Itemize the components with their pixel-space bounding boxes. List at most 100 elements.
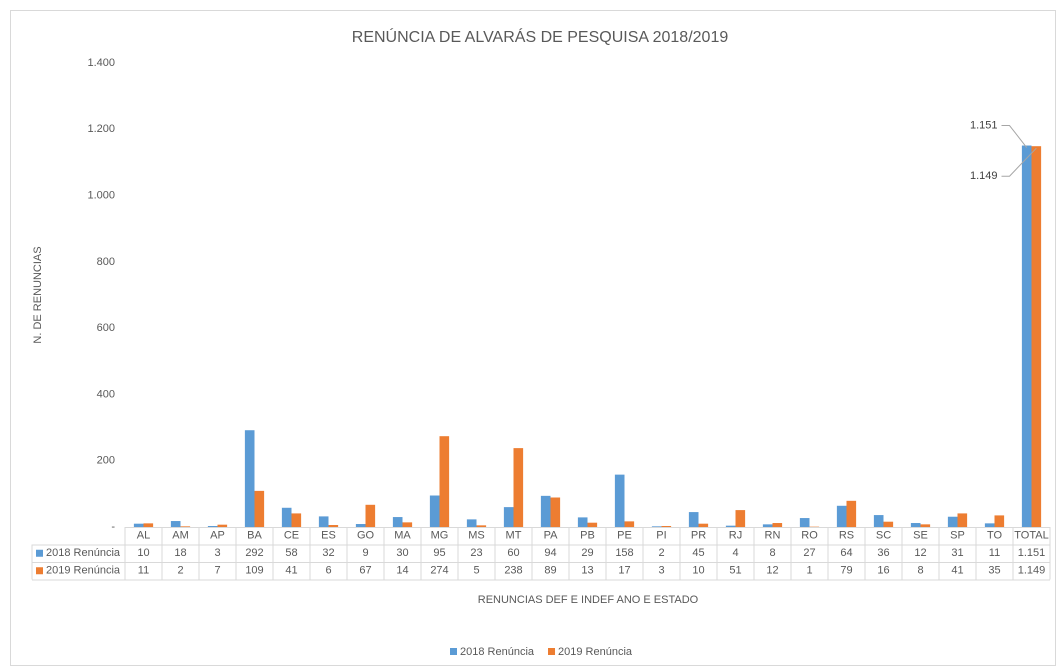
y-tick-label: 800 bbox=[97, 256, 115, 268]
x-axis-title: RENUNCIAS DEF E INDEF ANO E ESTADO bbox=[478, 594, 699, 606]
chart-title: RENÚNCIA DE ALVARÁS DE PESQUISA 2018/201… bbox=[352, 27, 729, 46]
bar bbox=[735, 510, 746, 527]
data-label: 1.151 bbox=[970, 119, 998, 131]
bar bbox=[661, 526, 672, 527]
bar bbox=[180, 526, 191, 527]
table-value: 12 bbox=[766, 565, 778, 577]
bar bbox=[328, 525, 339, 527]
x-tick-label: GO bbox=[357, 530, 375, 542]
bar bbox=[762, 524, 773, 527]
table-value: 94 bbox=[544, 547, 556, 559]
bar bbox=[1021, 145, 1032, 528]
x-tick-label: PB bbox=[580, 530, 595, 542]
bar bbox=[873, 515, 884, 527]
table-value: 30 bbox=[396, 547, 408, 559]
x-tick-label: RO bbox=[801, 530, 818, 542]
bar bbox=[143, 523, 154, 527]
table-value: 3 bbox=[214, 547, 220, 559]
bar bbox=[540, 495, 551, 527]
bar bbox=[133, 523, 144, 527]
table-value: 18 bbox=[174, 547, 186, 559]
bar bbox=[439, 436, 450, 527]
bar bbox=[402, 522, 413, 527]
table-value: 11 bbox=[989, 547, 1000, 559]
x-tick-label: PR bbox=[691, 530, 706, 542]
table-legend-key bbox=[36, 549, 43, 557]
table-value: 12 bbox=[914, 547, 926, 559]
bar bbox=[476, 525, 487, 527]
table-value: 109 bbox=[245, 565, 263, 577]
x-tick-label: RN bbox=[765, 530, 781, 542]
bar bbox=[365, 504, 376, 527]
bar bbox=[957, 513, 968, 527]
y-tick-label: - bbox=[111, 521, 115, 533]
bar bbox=[429, 495, 440, 527]
bar bbox=[799, 518, 810, 527]
bar bbox=[947, 516, 958, 527]
bar bbox=[920, 524, 931, 527]
table-value: 1.149 bbox=[1018, 565, 1046, 577]
table-value: 274 bbox=[430, 565, 448, 577]
bar bbox=[651, 526, 662, 527]
bar bbox=[587, 522, 598, 527]
bar bbox=[910, 523, 921, 527]
x-tick-label: SC bbox=[876, 530, 891, 542]
leader-line bbox=[1001, 125, 1028, 148]
x-tick-label: RS bbox=[839, 530, 854, 542]
table-value: 23 bbox=[470, 547, 482, 559]
x-tick-label: MG bbox=[431, 530, 449, 542]
bar bbox=[207, 526, 218, 527]
x-tick-label: SE bbox=[913, 530, 928, 542]
table-value: 158 bbox=[615, 547, 633, 559]
y-tick-label: 200 bbox=[97, 455, 115, 467]
table-value: 51 bbox=[729, 565, 741, 577]
x-tick-label: PI bbox=[656, 530, 666, 542]
table-value: 292 bbox=[245, 547, 263, 559]
table-series-name: 2018 Renúncia bbox=[46, 547, 121, 559]
x-tick-label: CE bbox=[284, 530, 299, 542]
x-tick-label: PE bbox=[617, 530, 632, 542]
table-value: 5 bbox=[473, 565, 479, 577]
table-value: 58 bbox=[285, 547, 297, 559]
bar bbox=[513, 448, 524, 527]
table-value: 7 bbox=[214, 565, 220, 577]
table-value: 64 bbox=[840, 547, 852, 559]
y-axis-title: N. DE RENUNCIAS bbox=[32, 246, 44, 343]
x-tick-label: AP bbox=[210, 530, 225, 542]
table-value: 32 bbox=[322, 547, 334, 559]
table-value: 41 bbox=[951, 565, 963, 577]
bar bbox=[318, 516, 329, 527]
table-value: 1.151 bbox=[1018, 547, 1046, 559]
table-value: 17 bbox=[618, 565, 630, 577]
table-legend-key bbox=[36, 567, 43, 575]
x-tick-label: ES bbox=[321, 530, 336, 542]
table-value: 36 bbox=[877, 547, 889, 559]
data-label: 1.149 bbox=[970, 170, 998, 182]
table-value: 2 bbox=[177, 565, 183, 577]
chart-frame bbox=[10, 10, 1056, 666]
legend-label: 2019 Renúncia bbox=[558, 646, 633, 658]
bar bbox=[170, 521, 181, 527]
table-value: 11 bbox=[138, 565, 149, 577]
bar bbox=[217, 524, 228, 527]
x-tick-label: MS bbox=[468, 530, 485, 542]
table-value: 2 bbox=[658, 547, 664, 559]
table-value: 35 bbox=[988, 565, 1000, 577]
bar bbox=[688, 512, 699, 527]
bar bbox=[698, 523, 709, 527]
bar bbox=[281, 507, 292, 527]
table-value: 238 bbox=[504, 565, 522, 577]
bar bbox=[355, 524, 366, 527]
table-value: 31 bbox=[951, 547, 963, 559]
bar bbox=[244, 430, 255, 527]
leader-line bbox=[1001, 147, 1037, 177]
table-value: 3 bbox=[658, 565, 664, 577]
x-tick-label: AM bbox=[172, 530, 189, 542]
x-tick-label: TO bbox=[987, 530, 1003, 542]
x-tick-label: TOTAL bbox=[1014, 530, 1048, 542]
bar bbox=[883, 521, 894, 527]
bar bbox=[836, 505, 847, 527]
y-tick-label: 1.000 bbox=[87, 189, 115, 201]
table-value: 8 bbox=[917, 565, 923, 577]
table-value: 10 bbox=[692, 565, 704, 577]
